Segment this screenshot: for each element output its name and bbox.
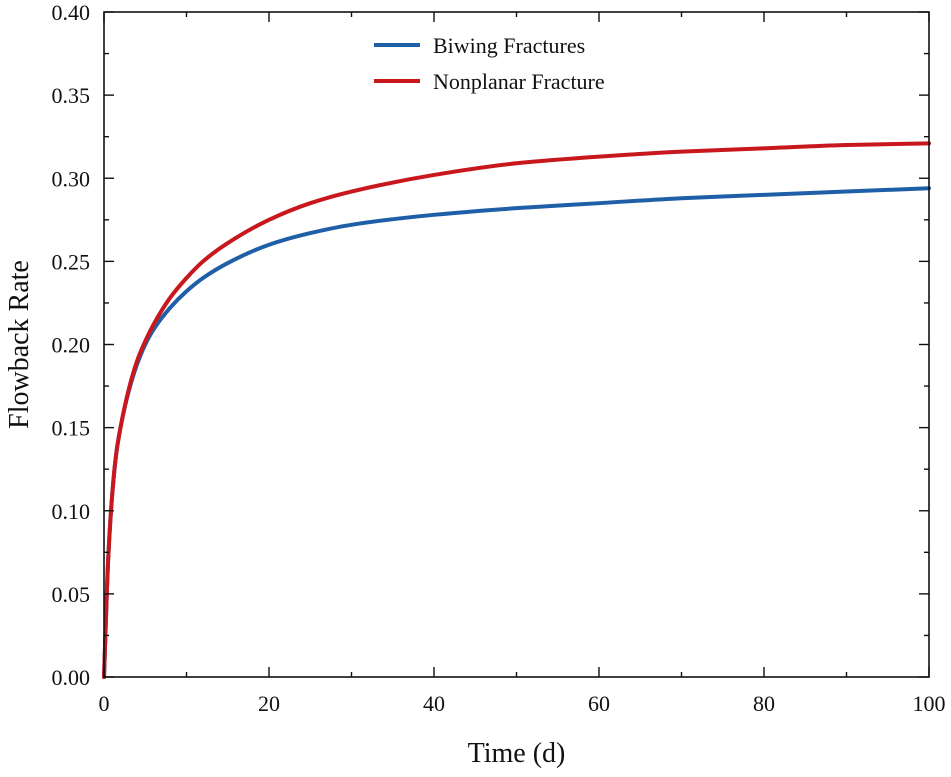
y-tick-label: 0.05 (52, 582, 91, 607)
x-tick-label: 100 (913, 691, 946, 716)
x-tick-label: 60 (588, 691, 610, 716)
y-tick-label: 0.35 (52, 83, 91, 108)
y-tick-label: 0.00 (52, 665, 91, 690)
plot-area: 0 20 40 60 80 100 0.00 0.05 0.10 0.15 0.20 0.25 0.3… (52, 0, 946, 716)
series-layer (102, 141, 931, 679)
legend: Biwing Fractures Nonplanar Fracture (374, 33, 605, 94)
x-tick-label: 40 (423, 691, 445, 716)
legend-label: Biwing Fractures (433, 33, 585, 58)
y-tick-label: 0.10 (52, 499, 91, 524)
y-axis-ticks: 0.00 0.05 0.10 0.15 0.20 0.25 0.30 0.35 0.40 (52, 0, 929, 690)
plot-frame (103, 11, 930, 678)
y-tick-label: 0.30 (52, 166, 91, 191)
y-axis-title: Flowback Rate (4, 260, 35, 429)
x-tick-label: 80 (753, 691, 775, 716)
legend-label: Nonplanar Fracture (433, 69, 605, 94)
series-line-biwing-fractures (102, 186, 931, 679)
y-tick-label: 0.40 (52, 0, 91, 25)
y-tick-label: 0.25 (52, 249, 91, 274)
x-tick-label: 20 (258, 691, 280, 716)
y-tick-label: 0.15 (52, 416, 91, 441)
y-tick-label: 0.20 (52, 333, 91, 358)
x-axis-ticks: 0 20 40 60 80 100 (99, 12, 946, 716)
series-line-nonplanar-fracture (102, 141, 931, 679)
x-axis-title: Time (d) (468, 738, 566, 769)
x-tick-label: 0 (99, 691, 110, 716)
